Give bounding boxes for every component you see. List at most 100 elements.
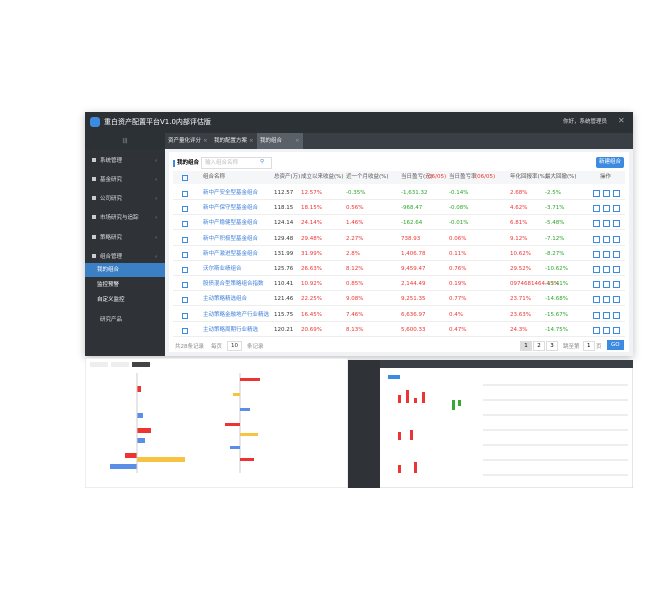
column-header[interactable]: 近一个月收益(%) xyxy=(346,174,389,180)
go-button[interactable]: GO xyxy=(607,340,624,350)
column-header[interactable]: 年化回报率(%) xyxy=(510,174,548,180)
menu-item[interactable]: 公司研究 xyxy=(100,196,123,202)
action-icon[interactable] xyxy=(603,250,610,258)
app-window: 重白资产配置平台V1.0内部评估版 你好，系统管理员 ✕ ||| 我的组合 输入… xyxy=(85,112,633,356)
action-icon[interactable] xyxy=(613,190,620,197)
action-icon[interactable] xyxy=(593,235,600,243)
portfolio-link[interactable]: 新中产保守型基金组合 xyxy=(203,205,259,212)
checkbox[interactable] xyxy=(182,267,188,273)
menu-toggle[interactable]: ||| xyxy=(85,133,165,149)
search-input[interactable]: 输入组合名称 xyxy=(201,157,272,169)
cell: -2.5% xyxy=(545,190,561,196)
column-header[interactable]: 操作 xyxy=(600,174,612,180)
checkbox[interactable] xyxy=(182,236,188,243)
portfolio-link[interactable]: 主动策略金融地产行业精选 xyxy=(203,311,270,318)
page-button[interactable]: 3 xyxy=(546,341,558,351)
cell: 124.14 xyxy=(274,220,294,227)
column-header[interactable]: 组合名称 xyxy=(203,174,226,180)
action-icon[interactable] xyxy=(593,296,600,304)
checkbox[interactable] xyxy=(182,327,188,334)
jump-label: 跳至第 xyxy=(563,344,580,350)
action-icon[interactable] xyxy=(593,311,600,319)
jump-input[interactable]: 1 xyxy=(583,341,595,351)
action-icon[interactable] xyxy=(613,266,620,273)
close[interactable]: ✕ xyxy=(618,116,625,125)
total: 共28条记录 xyxy=(175,344,204,350)
portfolio-link[interactable]: 新中产稳健型基金组合 xyxy=(203,220,259,227)
portfolio-link[interactable]: 沃尔斯业绩组合 xyxy=(203,266,242,272)
portfolio-link[interactable]: 主动策略周期行业精选 xyxy=(203,326,259,333)
checkbox[interactable] xyxy=(182,191,188,197)
action-icon[interactable] xyxy=(603,296,610,304)
menu-item[interactable]: 组合管理 xyxy=(100,254,123,260)
action-icon[interactable] xyxy=(603,311,610,319)
action-icon[interactable] xyxy=(603,235,610,243)
tab[interactable]: 我的配置方案 xyxy=(214,138,248,144)
action-icon[interactable] xyxy=(603,190,610,197)
action-icon[interactable] xyxy=(613,205,620,213)
action-icon[interactable] xyxy=(603,281,610,289)
action-icon[interactable] xyxy=(613,235,620,243)
page-unit: 页 xyxy=(596,344,602,350)
action-icon[interactable] xyxy=(593,250,600,258)
action-icon[interactable] xyxy=(593,220,600,228)
action-icon[interactable] xyxy=(603,220,610,228)
action-icon[interactable] xyxy=(593,266,600,273)
column-header[interactable]: 成立以来收益(%) xyxy=(301,174,344,180)
cell: 10.62% xyxy=(510,250,531,257)
search-icon[interactable]: ⚲ xyxy=(260,159,265,165)
checkbox[interactable] xyxy=(182,297,188,304)
column-header[interactable]: 最大回撤(%) xyxy=(545,174,577,180)
action-icon[interactable] xyxy=(613,311,620,319)
tab-close[interactable]: × xyxy=(249,138,254,144)
submenu-item[interactable]: 我的组合 xyxy=(97,267,120,273)
user-menu[interactable]: 你好，系统管理员 xyxy=(563,119,608,125)
checkbox[interactable] xyxy=(182,312,188,319)
action-icon[interactable] xyxy=(603,266,610,273)
menu-item[interactable]: 系统管理 xyxy=(100,158,123,164)
tab-close[interactable]: × xyxy=(203,138,208,144)
tab-close[interactable]: × xyxy=(295,138,300,144)
submenu-item[interactable]: 监控预警 xyxy=(97,282,120,288)
menu-item[interactable]: 策略研究 xyxy=(100,235,123,241)
checkbox[interactable] xyxy=(182,206,188,213)
action-icon[interactable] xyxy=(593,281,600,289)
menu-item[interactable]: 市场研究与追踪 xyxy=(100,215,139,221)
page-button[interactable]: 2 xyxy=(533,341,545,351)
menu-item[interactable]: 研究产品 xyxy=(100,317,123,323)
checkbox[interactable] xyxy=(182,282,188,289)
new-button[interactable]: 新建组合 xyxy=(596,157,624,168)
submenu-item[interactable]: 自定义监控 xyxy=(97,297,125,303)
menu-active-bg xyxy=(85,263,165,277)
row-line xyxy=(173,290,625,292)
checkbox[interactable] xyxy=(182,221,188,228)
cell: 8.13% xyxy=(346,326,364,333)
portfolio-link[interactable]: 新中产积极型基金组合 xyxy=(203,235,259,242)
portfolio-link[interactable]: 主动策略精选组合 xyxy=(203,296,248,303)
checkbox[interactable] xyxy=(182,251,188,258)
page-size[interactable]: 10 xyxy=(227,341,242,351)
cell: -3.71% xyxy=(545,205,565,212)
column-header[interactable]: 总资产(万) xyxy=(274,174,301,180)
action-icon[interactable] xyxy=(603,326,610,334)
tab[interactable]: 我的组合 xyxy=(260,138,283,144)
action-icon[interactable] xyxy=(593,326,600,334)
page-button[interactable]: 1 xyxy=(520,341,532,351)
thumbnail-chart xyxy=(85,358,348,488)
action-icon[interactable] xyxy=(613,220,620,228)
cell: 0.77% xyxy=(449,296,467,303)
action-icon[interactable] xyxy=(603,205,610,213)
action-icon[interactable] xyxy=(613,281,620,289)
action-icon[interactable] xyxy=(613,326,620,334)
menu-item[interactable]: 基金研究 xyxy=(100,177,123,183)
action-icon[interactable] xyxy=(593,205,600,213)
portfolio-link[interactable]: 股债混合型策略组合指数 xyxy=(203,281,264,288)
portfolio-link[interactable]: 新中产激进型基金组合 xyxy=(203,250,259,257)
action-icon[interactable] xyxy=(613,296,620,304)
column-header[interactable]: 当日盈亏(元) xyxy=(401,174,433,180)
column-header[interactable]: 当日盈亏率 xyxy=(449,174,477,180)
action-icon[interactable] xyxy=(593,190,600,197)
portfolio-link[interactable]: 新中产安全型基金组合 xyxy=(203,190,259,196)
action-icon[interactable] xyxy=(613,250,620,258)
tab[interactable]: 资产量化评分 xyxy=(168,138,202,144)
